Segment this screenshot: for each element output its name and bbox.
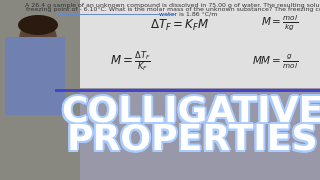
Text: PROPERTIES: PROPERTIES	[66, 121, 318, 155]
Text: water is 1.86 °C/m: water is 1.86 °C/m	[159, 11, 217, 16]
Text: PROPERTIES: PROPERTIES	[65, 123, 317, 157]
Text: COLLIGATIVE: COLLIGATIVE	[61, 96, 320, 130]
Text: COLLIGATIVE: COLLIGATIVE	[62, 93, 320, 127]
Text: COLLIGATIVE: COLLIGATIVE	[61, 94, 320, 128]
Ellipse shape	[18, 15, 58, 35]
Text: PROPERTIES: PROPERTIES	[68, 122, 319, 156]
FancyBboxPatch shape	[0, 88, 320, 180]
Text: COLLIGATIVE: COLLIGATIVE	[59, 95, 320, 129]
Text: $M = \frac{mol}{kg}$: $M = \frac{mol}{kg}$	[261, 14, 299, 33]
Text: PROPERTIES: PROPERTIES	[65, 125, 316, 159]
Text: COLLIGATIVE: COLLIGATIVE	[61, 93, 320, 127]
Text: PROPERTIES: PROPERTIES	[66, 124, 318, 158]
FancyBboxPatch shape	[0, 0, 80, 180]
Text: COLLIGATIVE: COLLIGATIVE	[62, 96, 320, 130]
Text: PROPERTIES: PROPERTIES	[66, 122, 318, 156]
Text: PROPERTIES: PROPERTIES	[64, 123, 316, 157]
Text: PROPERTIES: PROPERTIES	[65, 122, 316, 156]
Text: $\Delta T_F = K_F M$: $\Delta T_F = K_F M$	[150, 17, 210, 33]
Text: PROPERTIES: PROPERTIES	[68, 125, 319, 159]
Text: $M = \frac{\Delta T_F}{K_F}$: $M = \frac{\Delta T_F}{K_F}$	[110, 50, 150, 74]
FancyBboxPatch shape	[55, 0, 320, 92]
Text: PROPERTIES: PROPERTIES	[67, 123, 319, 157]
Text: COLLIGATIVE: COLLIGATIVE	[60, 95, 320, 129]
Text: $MM = \frac{g}{mol}$: $MM = \frac{g}{mol}$	[252, 53, 298, 71]
Text: COLLIGATIVE: COLLIGATIVE	[63, 95, 320, 129]
Text: freezing point of - 6.10°C. What is the molar mass of the unknown substance? The: freezing point of - 6.10°C. What is the …	[26, 7, 320, 12]
Text: COLLIGATIVE: COLLIGATIVE	[61, 97, 320, 131]
Text: PROPERTIES: PROPERTIES	[66, 125, 318, 159]
Text: PROPERTIES: PROPERTIES	[68, 123, 320, 157]
Ellipse shape	[19, 18, 57, 62]
FancyBboxPatch shape	[55, 89, 320, 92]
Text: COLLIGATIVE: COLLIGATIVE	[59, 96, 320, 130]
Text: COLLIGATIVE: COLLIGATIVE	[61, 95, 320, 129]
Text: COLLIGATIVE: COLLIGATIVE	[62, 95, 320, 129]
Text: PROPERTIES: PROPERTIES	[66, 123, 318, 157]
Text: COLLIGATIVE: COLLIGATIVE	[59, 93, 320, 127]
FancyBboxPatch shape	[5, 37, 65, 115]
Text: A 26.4 g sample of an unknown compound is dissolved in 75.00 g of water. The res: A 26.4 g sample of an unknown compound i…	[25, 3, 320, 8]
